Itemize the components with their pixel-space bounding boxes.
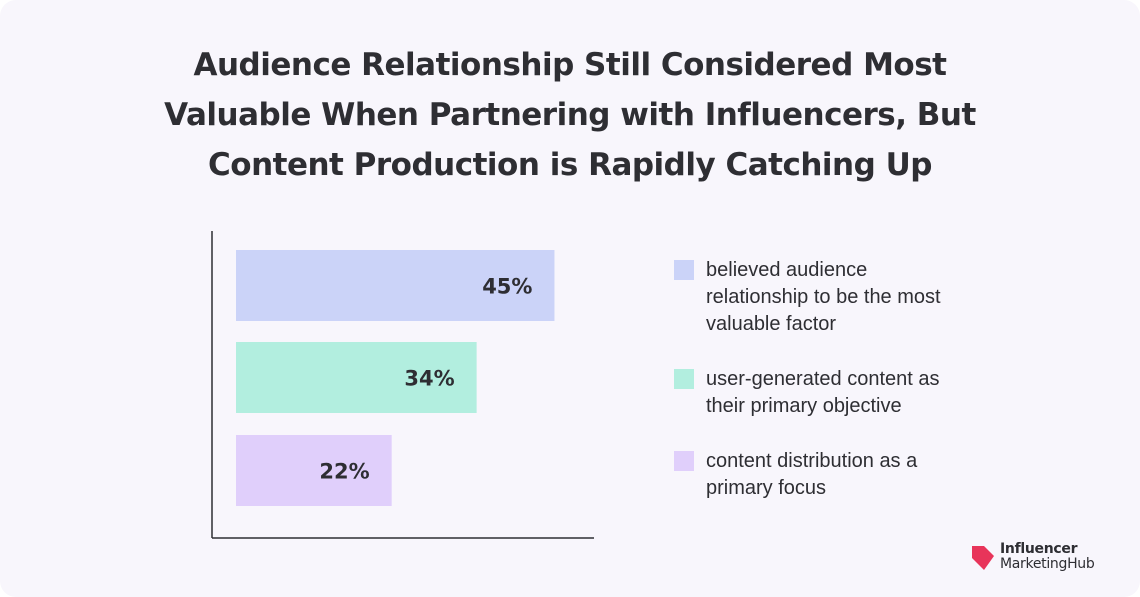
legend-swatch-1 — [674, 260, 694, 280]
bar-3 — [236, 435, 392, 506]
influencer-marketing-hub-logo-icon — [972, 546, 994, 570]
logo-line-2: MarketingHub — [1000, 556, 1095, 572]
chart-title: Audience Relationship Still Considered M… — [164, 47, 976, 183]
legend-label-3: content distribution as a primary focus — [706, 450, 918, 499]
brand-logo: Influencer MarketingHub — [970, 540, 1130, 580]
bar-value-label-3: 22% — [319, 460, 369, 484]
bar-2 — [236, 342, 477, 413]
logo-line-1: Influencer — [1000, 541, 1078, 557]
legend-item-1: believed audience relationship to be the… — [674, 257, 974, 338]
legend-item-2: user-generated content as their primary … — [674, 366, 974, 420]
legend-label-1: believed audience relationship to be the… — [706, 259, 941, 335]
legend-item-3: content distribution as a primary focus — [674, 448, 974, 502]
bar-value-label-2: 34% — [404, 367, 454, 391]
bar-value-label-1: 45% — [482, 275, 532, 299]
legend-swatch-3 — [674, 451, 694, 471]
legend-swatch-2 — [674, 369, 694, 389]
bar-1 — [236, 250, 555, 321]
logo-wordmark: Influencer MarketingHub — [1000, 541, 1095, 572]
chart-legend: believed audience relationship to be the… — [674, 257, 974, 502]
legend-label-2: user-generated content as their primary … — [706, 368, 940, 417]
